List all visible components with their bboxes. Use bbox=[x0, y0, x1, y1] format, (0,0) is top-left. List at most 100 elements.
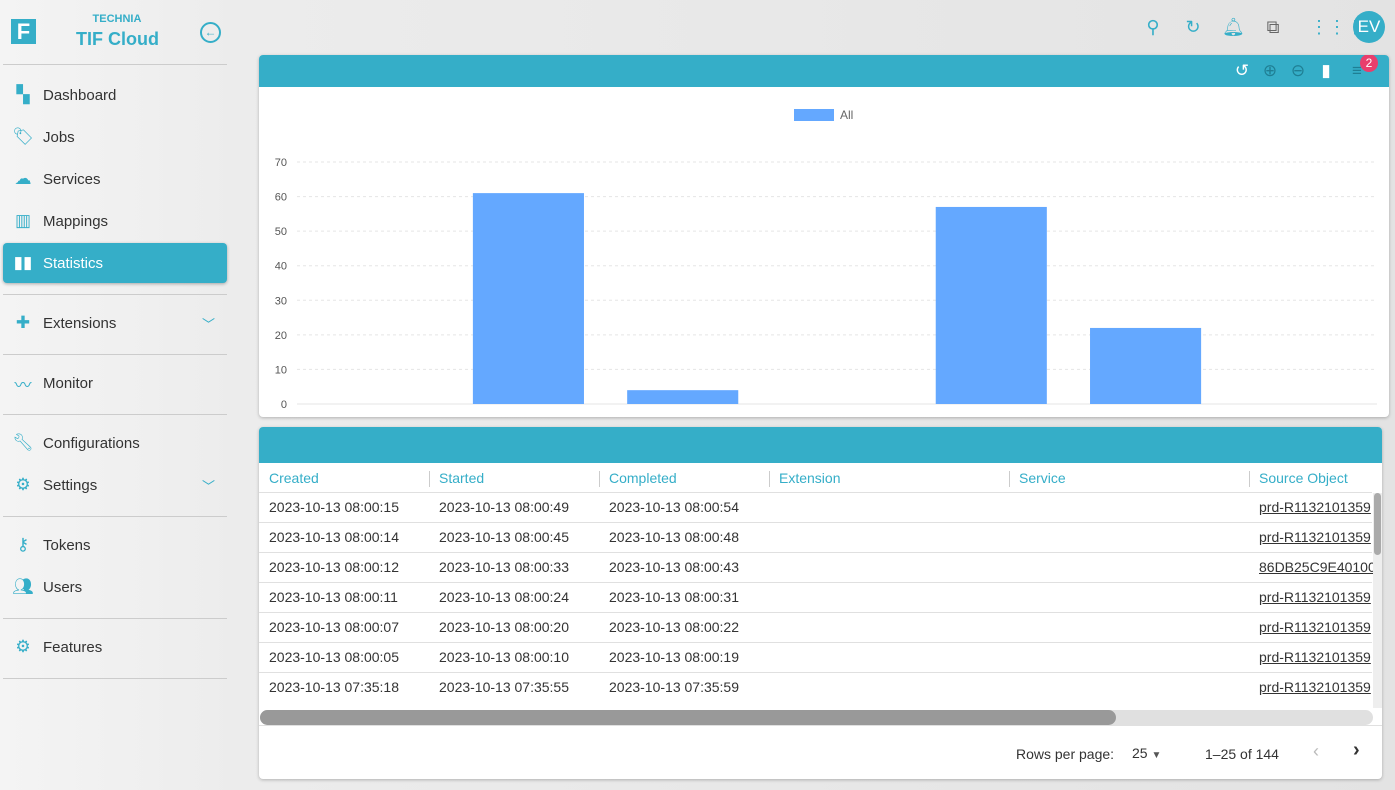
table-row[interactable]: 2023-10-13 07:35:18 2023-10-13 07:35:55 20… bbox=[259, 672, 1372, 702]
table-cell: 2023-10-13 08:00:19 bbox=[609, 649, 739, 665]
features-icon: ⚙ bbox=[15, 637, 31, 656]
column-header-label: Service bbox=[1019, 470, 1066, 486]
filter-count-badge: 2 bbox=[1360, 55, 1378, 72]
source-object-link[interactable]: prd-R1132101359 bbox=[1259, 679, 1371, 695]
chart-toolbar: ↺ ⊕ ⊖ ▮ ≡ 2 bbox=[259, 55, 1389, 87]
source-object-link[interactable]: 86DB25C9E40100 bbox=[1259, 559, 1376, 575]
sidebar-item-extensions[interactable]: ✚ Extensions ﹀ bbox=[3, 303, 227, 343]
sidebar-item-label: Monitor bbox=[43, 374, 94, 392]
bell-icon[interactable]: 🔔︎ bbox=[1222, 17, 1245, 37]
y-tick-label: 0 bbox=[281, 399, 287, 411]
sidebar-item-monitor[interactable]: 〰 Monitor bbox=[3, 363, 227, 403]
sidebar-item-users[interactable]: 👥︎ Users bbox=[3, 567, 227, 607]
pagination-range: 1–25 of 144 bbox=[1205, 746, 1279, 762]
sidebar-item-label: Settings bbox=[43, 476, 98, 494]
sidebar-item-label: Mappings bbox=[43, 212, 109, 230]
x-tick-label: 2023-10-12 bbox=[963, 416, 1019, 417]
sidebar-item-dashboard[interactable]: ▚ Dashboard bbox=[3, 75, 227, 115]
column-header-source-object[interactable]: Source Object bbox=[1249, 463, 1348, 493]
column-header-label: Extension bbox=[779, 470, 841, 486]
next-page-button[interactable]: › bbox=[1353, 739, 1360, 761]
sidebar-item-statistics[interactable]: ▮▮ Statistics bbox=[3, 243, 227, 283]
table-cell: 2023-10-13 08:00:49 bbox=[439, 499, 569, 515]
x-tick-label: 2023-10-11 bbox=[809, 416, 864, 417]
dropdown-arrow-icon: ▼ bbox=[1151, 750, 1162, 761]
table-row[interactable]: 2023-10-13 08:00:07 2023-10-13 08:00:20 20… bbox=[259, 612, 1372, 642]
table-row[interactable]: 2023-10-13 08:00:15 2023-10-13 08:00:49 20… bbox=[259, 492, 1372, 522]
table-row[interactable]: 2023-10-13 08:00:12 2023-10-13 08:00:33 20… bbox=[259, 552, 1376, 582]
column-header-started[interactable]: Started bbox=[429, 463, 484, 493]
source-object-link[interactable]: prd-R1132101359 bbox=[1259, 619, 1371, 635]
table-header-bar bbox=[259, 427, 1382, 463]
refresh-icon[interactable]: ↻ bbox=[1185, 17, 1201, 37]
sidebar-item-services[interactable]: ☁ Services bbox=[3, 159, 227, 199]
column-header-extension[interactable]: Extension bbox=[769, 463, 840, 493]
chevron-down-icon[interactable]: ﹀ bbox=[201, 316, 215, 332]
avatar[interactable]: EV bbox=[1353, 11, 1385, 43]
legend-label: All bbox=[840, 108, 853, 122]
display-settings-icon[interactable]: ⧉ bbox=[1266, 17, 1280, 37]
sidebar-item-configurations[interactable]: 🔧︎ Configurations bbox=[3, 423, 227, 463]
table-row[interactable]: 2023-10-13 08:00:14 2023-10-13 08:00:45 20… bbox=[259, 522, 1372, 552]
bar bbox=[1090, 327, 1202, 404]
divider bbox=[3, 618, 227, 619]
column-header-label: Started bbox=[439, 470, 485, 486]
zoom-in-icon[interactable]: ⊕ bbox=[1262, 61, 1278, 80]
zoom-out-icon[interactable]: ⊖ bbox=[1290, 61, 1306, 80]
reset-icon[interactable]: ↺ bbox=[1234, 61, 1250, 80]
bar bbox=[627, 390, 739, 404]
y-tick-label: 50 bbox=[275, 226, 287, 238]
sidebar-item-mappings[interactable]: ▥ Mappings bbox=[3, 201, 227, 241]
column-header-completed[interactable]: Completed bbox=[599, 463, 677, 493]
table-row[interactable]: 2023-10-13 08:00:05 2023-10-13 08:00:10 20… bbox=[259, 642, 1372, 672]
sidebar-item-settings[interactable]: ⚙ Settings ﹀ bbox=[3, 465, 227, 505]
column-header-service[interactable]: Service bbox=[1009, 463, 1066, 493]
sidebar-item-jobs[interactable]: 🏷︎ Jobs bbox=[3, 117, 227, 157]
previous-page-button[interactable]: ‹ bbox=[1313, 741, 1319, 761]
puzzle-icon: ✚ bbox=[15, 313, 31, 332]
table-cell: 2023-10-13 08:00:48 bbox=[609, 529, 739, 545]
source-object-link[interactable]: prd-R1132101359 bbox=[1259, 589, 1371, 605]
apps-grid-icon[interactable]: ⋮⋮⋮ bbox=[1310, 17, 1364, 37]
table-cell: 2023-10-13 08:00:33 bbox=[439, 559, 569, 575]
table-cell: 2023-10-13 08:00:11 bbox=[269, 589, 398, 605]
column-header-created[interactable]: Created bbox=[269, 463, 319, 493]
logo: F bbox=[11, 19, 36, 44]
bar-chart-icon[interactable]: ▮ bbox=[1321, 61, 1331, 80]
source-object-link[interactable]: prd-R1132101359 bbox=[1259, 649, 1371, 665]
divider bbox=[3, 516, 227, 517]
search-icon[interactable]: ⚲ bbox=[1146, 17, 1160, 37]
x-tick-label: 2023-10-09 bbox=[500, 416, 556, 417]
brand-product: TIF Cloud bbox=[76, 29, 159, 49]
cloud-icon: ☁ bbox=[14, 169, 32, 188]
collapse-sidebar-button[interactable]: ← bbox=[200, 22, 221, 43]
key-icon: ⚷ bbox=[16, 535, 30, 554]
source-object-link[interactable]: prd-R1132101359 bbox=[1259, 529, 1371, 545]
table-cell: 2023-10-13 08:00:22 bbox=[609, 619, 739, 635]
table-cell: 2023-10-13 08:00:05 bbox=[269, 649, 399, 665]
horizontal-scrollbar-thumb[interactable] bbox=[260, 710, 1116, 725]
filter-icon[interactable]: ≡ bbox=[1352, 61, 1362, 80]
vertical-scrollbar[interactable] bbox=[1373, 493, 1382, 708]
table-row[interactable]: 2023-10-13 08:00:11 2023-10-13 08:00:24 20… bbox=[259, 582, 1372, 612]
brand-company: TECHNIA bbox=[92, 13, 142, 25]
sidebar-item-label: Services bbox=[43, 170, 101, 188]
sidebar-item-label: Users bbox=[43, 578, 83, 596]
sidebar-item-features[interactable]: ⚙ Features bbox=[3, 627, 227, 667]
column-header-label: Source Object bbox=[1259, 470, 1348, 486]
bar bbox=[472, 193, 584, 404]
sidebar: F TECHNIA TIF Cloud ← ▚ Dashboard 🏷︎ Jobs ☁ S… bbox=[0, 0, 240, 790]
table-cell: 2023-10-13 08:00:15 bbox=[269, 499, 399, 515]
x-tick-label: 2023-10-10 bbox=[655, 416, 711, 417]
table-cell: 2023-10-13 07:35:59 bbox=[609, 679, 739, 695]
sidebar-item-label: Dashboard bbox=[43, 86, 117, 104]
column-header-label: Completed bbox=[609, 470, 677, 486]
chevron-down-icon[interactable]: ﹀ bbox=[201, 478, 215, 494]
sidebar-item-tokens[interactable]: ⚷ Tokens bbox=[3, 525, 227, 565]
horizontal-scrollbar[interactable] bbox=[260, 710, 1373, 725]
rows-per-page-select[interactable]: 25 ▼ bbox=[1132, 745, 1161, 761]
table-cell: 2023-10-13 08:00:12 bbox=[269, 559, 399, 575]
dashboard-icon: ▚ bbox=[16, 85, 30, 104]
y-tick-label: 20 bbox=[275, 330, 287, 342]
source-object-link[interactable]: prd-R1132101359 bbox=[1259, 499, 1371, 515]
